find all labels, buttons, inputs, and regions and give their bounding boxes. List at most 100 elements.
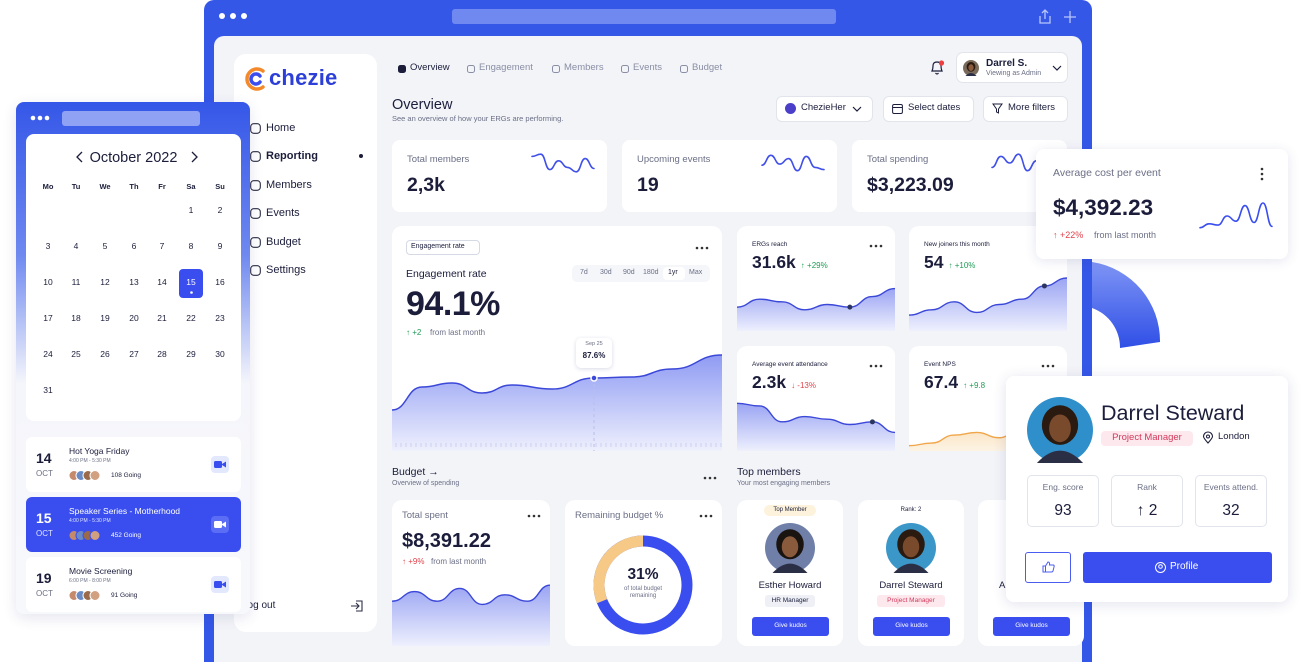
menu-dot (874, 244, 878, 248)
nav-item[interactable]: Settings (266, 264, 306, 276)
calendar-day[interactable]: 28 (157, 349, 167, 359)
range-option[interactable]: Max (689, 269, 703, 276)
member-badge (764, 505, 816, 516)
event-card[interactable] (26, 497, 241, 552)
nav-item[interactable]: Budget (266, 235, 301, 248)
calendar-day[interactable]: 8 (188, 241, 194, 251)
calendar-day[interactable]: 9 (217, 241, 223, 251)
calendar-day[interactable]: 27 (129, 349, 139, 359)
dot (189, 291, 193, 294)
calendar-day[interactable]: 14 (157, 277, 167, 287)
filter-button[interactable] (883, 96, 974, 122)
event-going: 452 Going (111, 532, 141, 539)
kudos-button[interactable] (993, 617, 1070, 636)
calendar-day[interactable]: 30 (215, 349, 225, 359)
profile-button[interactable] (1083, 552, 1272, 583)
engagement-tag-label: Engagement rate (411, 243, 465, 250)
calendar-day[interactable]: 21 (157, 313, 167, 323)
nav-icon (250, 208, 261, 220)
menu-dot (537, 514, 541, 518)
area-line (391, 584, 551, 606)
calendar-day[interactable]: 7 (159, 241, 165, 251)
top-members-subtitle: Your most engaging members (737, 480, 831, 487)
filter-button[interactable] (983, 96, 1068, 122)
event-day: 19 (36, 570, 52, 586)
logout[interactable]: Log out (242, 600, 276, 611)
pin (1202, 431, 1214, 444)
calendar-day[interactable]: 12 (100, 277, 110, 287)
tab-icon-shape (552, 65, 560, 73)
calendar-day[interactable]: 13 (129, 277, 139, 287)
chevron-shape (1052, 65, 1062, 71)
event-going: 108 Going (111, 472, 141, 479)
calendar-day[interactable]: 15 (186, 277, 196, 287)
calendar-day[interactable]: 6 (131, 241, 137, 251)
range-option[interactable]: 30d (600, 269, 612, 276)
stat-card (852, 140, 1067, 212)
nav-item[interactable]: Home (266, 122, 296, 134)
kudos-label: Give kudos (774, 622, 807, 629)
tab[interactable]: Engagement (479, 62, 533, 73)
window-dot (30, 115, 36, 121)
plus-icon (1064, 11, 1076, 23)
calendar-day[interactable]: 22 (186, 313, 196, 323)
calendar-day[interactable]: 17 (43, 313, 53, 323)
nav-item[interactable]: Events (266, 207, 300, 220)
calendar-day[interactable]: 23 (215, 313, 225, 323)
nav-item[interactable]: Reporting (266, 150, 318, 163)
calendar-day[interactable]: 5 (102, 241, 108, 251)
event-card[interactable] (26, 557, 241, 612)
calendar-day[interactable]: 24 (43, 349, 53, 359)
metric-row: 67.4 ↑ +9.8 (924, 372, 985, 393)
calendar-day[interactable]: 20 (129, 313, 139, 323)
avg-cost-delta-note: from last month (1094, 230, 1157, 240)
area-fill (909, 278, 1067, 331)
range-option[interactable]: 7d (580, 269, 588, 276)
calendar-day[interactable]: 2 (217, 205, 223, 215)
calendar-day[interactable]: 4 (73, 241, 79, 251)
event-card[interactable] (26, 437, 241, 492)
video-lens (222, 581, 226, 588)
tab-icon (680, 65, 688, 73)
tab[interactable]: Budget (692, 62, 723, 73)
metric-row: 54 ↑ +10% (924, 252, 975, 273)
calendar-day[interactable]: 25 (71, 349, 81, 359)
calendar-day[interactable]: 3 (45, 241, 51, 251)
menu-dot (1051, 364, 1055, 368)
window-dots (30, 115, 50, 121)
calendar-day[interactable]: 19 (100, 313, 110, 323)
total-spent-delta: ↑ +9% (402, 557, 425, 566)
remaining-value: 31% (627, 566, 659, 583)
menu-dot (1046, 364, 1050, 368)
range-option[interactable]: 1yr (668, 269, 678, 276)
calendar-day[interactable]: 18 (71, 313, 81, 323)
tab[interactable]: Overview (410, 62, 450, 73)
calendar-day[interactable]: 16 (215, 277, 225, 287)
calendar-day[interactable]: 1 (188, 205, 194, 215)
sparkline (761, 154, 825, 172)
avatar (963, 60, 979, 76)
chevron (1052, 65, 1062, 71)
window-dot (44, 115, 50, 121)
calendar-day[interactable]: 26 (100, 349, 110, 359)
calendar-day[interactable]: 11 (71, 277, 81, 287)
menu-dot (874, 364, 878, 368)
range-option[interactable]: 180d (643, 269, 659, 276)
calendar-day[interactable]: 31 (43, 385, 53, 395)
tab[interactable]: Events (633, 62, 663, 73)
calendar-day[interactable]: 29 (186, 349, 196, 359)
nav-icon-shape (250, 236, 261, 248)
like-button[interactable] (1025, 552, 1071, 583)
profile-name: Darrel Steward (1101, 401, 1245, 425)
filter-button[interactable] (776, 96, 873, 122)
range-option[interactable]: 90d (623, 269, 635, 276)
sidebar (234, 54, 377, 632)
profile-stat-value: 93 (1054, 502, 1072, 519)
kudos-button[interactable] (873, 617, 950, 636)
day-dot (189, 291, 193, 294)
menu-dot (1041, 364, 1045, 368)
nav-item[interactable]: Members (266, 178, 312, 191)
calendar-day[interactable]: 10 (43, 277, 53, 287)
kudos-button[interactable] (752, 617, 829, 636)
tab[interactable]: Members (564, 62, 604, 73)
